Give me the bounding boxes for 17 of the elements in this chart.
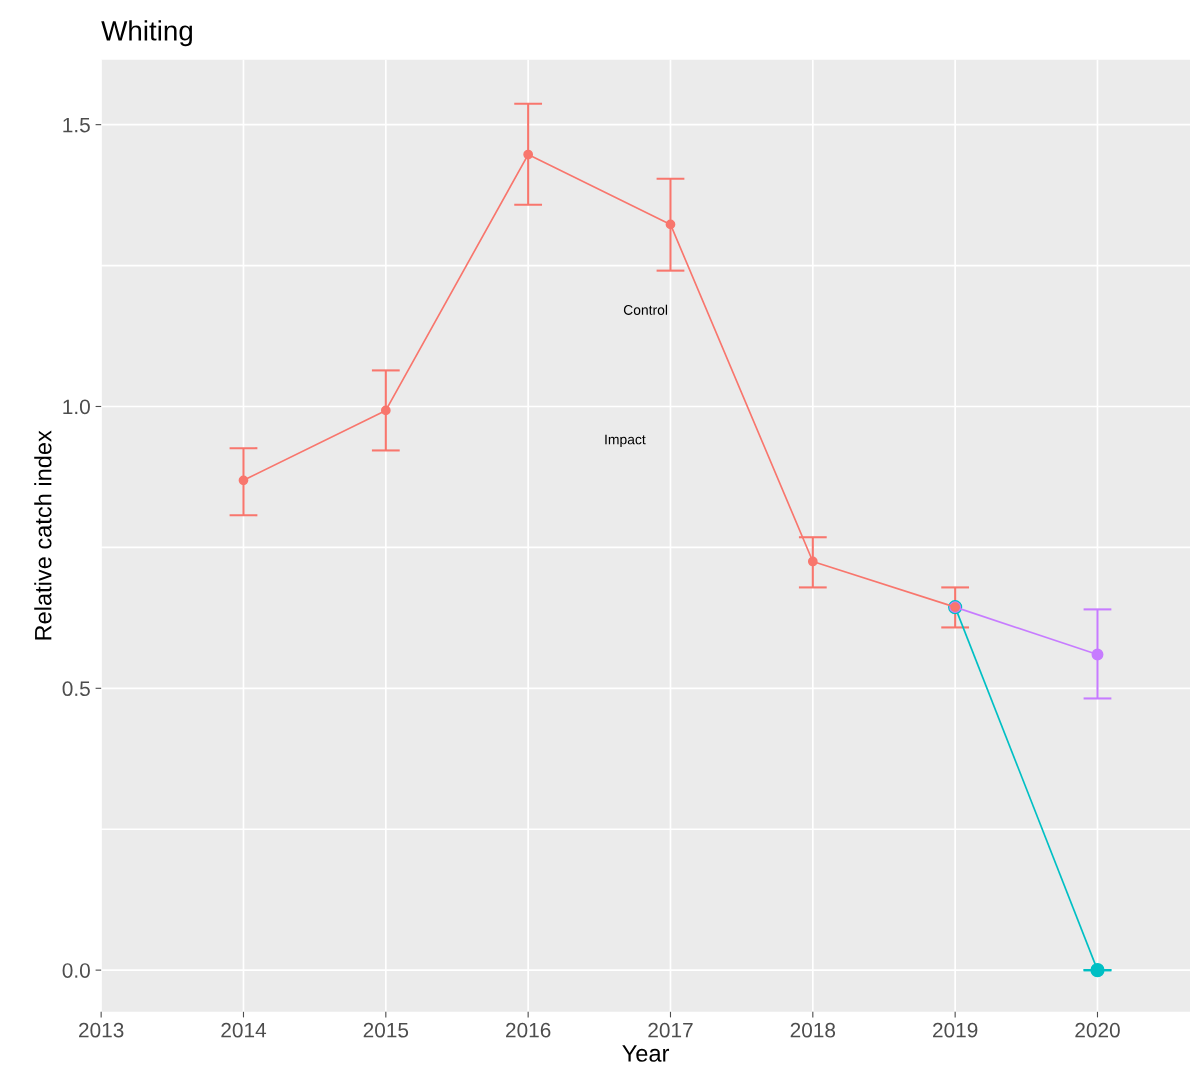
x-tick-label: 2015 [363,1022,409,1038]
x-axis-title: Year [622,1045,670,1062]
x-tick-label: 2018 [790,1022,836,1038]
x-tick-label: 2017 [648,1022,693,1038]
x-tick-label: 2020 [1075,1022,1120,1038]
annotation: Control [623,304,668,315]
y-tick-label: 1.5 [63,117,90,133]
y-tick-label: 0.5 [62,681,90,697]
y-tick-label: 1.0 [63,399,90,415]
y-axis-title: Relative catch index [34,430,52,640]
x-tick-label: 2016 [506,1022,551,1038]
x-tick-label: 2014 [221,1022,267,1038]
x-tick-label: 2013 [79,1022,124,1038]
y-tick-label: 0.0 [62,963,90,978]
annotation: Impact [605,434,646,448]
chart-title: Whiting [101,20,192,47]
x-tick-label: 2019 [933,1022,978,1038]
